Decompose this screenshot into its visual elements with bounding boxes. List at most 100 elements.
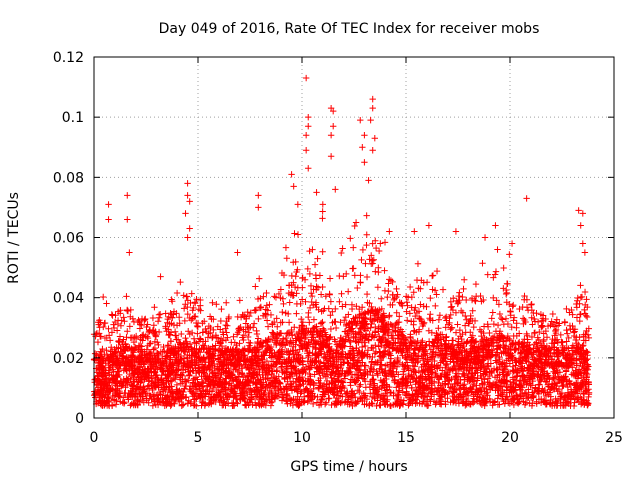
data-point bbox=[185, 328, 192, 335]
data-point bbox=[97, 352, 104, 360]
data-point bbox=[326, 340, 333, 347]
data-point bbox=[538, 322, 545, 330]
data-point bbox=[232, 365, 239, 373]
data-point bbox=[309, 390, 316, 397]
data-point bbox=[261, 347, 269, 355]
data-point bbox=[395, 391, 402, 398]
data-point bbox=[501, 366, 508, 373]
data-point bbox=[573, 362, 580, 369]
data-point bbox=[99, 398, 106, 405]
data-point bbox=[322, 353, 329, 360]
data-point bbox=[484, 378, 491, 386]
data-point bbox=[313, 283, 320, 290]
data-point bbox=[550, 375, 557, 382]
data-point bbox=[108, 329, 116, 336]
data-point bbox=[510, 317, 517, 324]
data-point bbox=[493, 379, 500, 386]
data-point bbox=[237, 378, 244, 386]
data-point bbox=[314, 393, 321, 401]
data-point bbox=[149, 314, 157, 322]
data-point bbox=[515, 345, 522, 352]
data-point bbox=[471, 370, 478, 377]
data-point bbox=[337, 319, 344, 326]
data-point bbox=[122, 378, 129, 385]
data-point bbox=[514, 372, 521, 379]
data-point bbox=[206, 366, 213, 373]
data-point bbox=[315, 327, 323, 335]
data-point bbox=[193, 322, 201, 330]
data-point bbox=[151, 368, 158, 375]
data-point bbox=[497, 314, 505, 322]
data-point bbox=[98, 362, 106, 370]
data-point bbox=[305, 309, 312, 317]
data-point bbox=[366, 383, 374, 391]
data-point bbox=[452, 372, 459, 380]
data-point bbox=[545, 352, 553, 360]
data-point bbox=[288, 380, 295, 388]
data-point bbox=[581, 306, 588, 314]
data-point bbox=[114, 382, 121, 390]
data-point bbox=[440, 386, 447, 393]
data-point bbox=[582, 301, 589, 309]
data-point bbox=[147, 365, 154, 372]
data-point bbox=[120, 353, 127, 360]
data-point bbox=[253, 371, 260, 378]
data-point bbox=[530, 309, 537, 317]
data-point bbox=[436, 364, 444, 371]
data-point bbox=[173, 289, 181, 297]
data-point bbox=[344, 288, 352, 295]
data-point bbox=[363, 400, 370, 408]
data-point bbox=[292, 273, 299, 280]
data-point bbox=[397, 340, 404, 347]
data-point bbox=[353, 377, 361, 384]
data-point bbox=[138, 374, 145, 382]
data-point bbox=[290, 259, 297, 266]
data-point bbox=[195, 364, 203, 371]
data-point bbox=[527, 301, 535, 309]
data-point bbox=[500, 397, 507, 405]
data-point bbox=[447, 399, 454, 406]
data-point bbox=[410, 368, 417, 376]
data-point bbox=[317, 401, 325, 408]
data-point bbox=[378, 342, 385, 349]
data-point bbox=[334, 343, 342, 350]
data-point bbox=[198, 402, 205, 409]
data-point bbox=[388, 332, 395, 339]
data-point bbox=[123, 293, 130, 300]
data-point bbox=[263, 302, 271, 309]
data-point bbox=[510, 301, 517, 309]
data-point bbox=[127, 313, 134, 320]
data-point bbox=[480, 394, 487, 402]
data-point bbox=[385, 367, 393, 374]
data-points bbox=[90, 74, 593, 410]
data-point bbox=[166, 331, 173, 339]
data-point bbox=[234, 313, 241, 321]
data-point bbox=[395, 359, 403, 367]
data-point bbox=[341, 317, 348, 324]
data-point bbox=[239, 370, 246, 378]
data-point bbox=[125, 389, 132, 397]
data-point bbox=[456, 326, 464, 334]
data-point bbox=[207, 379, 215, 386]
data-point bbox=[295, 328, 302, 336]
data-point bbox=[317, 374, 324, 382]
data-point bbox=[375, 247, 383, 255]
data-point bbox=[222, 336, 230, 344]
data-point bbox=[205, 391, 213, 398]
data-point bbox=[549, 310, 557, 318]
data-point bbox=[302, 369, 309, 377]
data-point bbox=[490, 320, 498, 328]
data-point bbox=[351, 222, 358, 230]
data-point bbox=[436, 400, 444, 407]
data-point bbox=[286, 351, 293, 359]
data-point bbox=[421, 368, 428, 376]
data-point bbox=[348, 305, 356, 313]
data-point bbox=[373, 308, 380, 315]
data-point bbox=[368, 252, 375, 259]
data-point bbox=[393, 320, 400, 327]
data-point bbox=[383, 361, 391, 369]
data-point bbox=[209, 299, 216, 306]
data-point bbox=[362, 260, 369, 267]
data-point bbox=[347, 376, 355, 383]
data-point bbox=[517, 349, 524, 356]
